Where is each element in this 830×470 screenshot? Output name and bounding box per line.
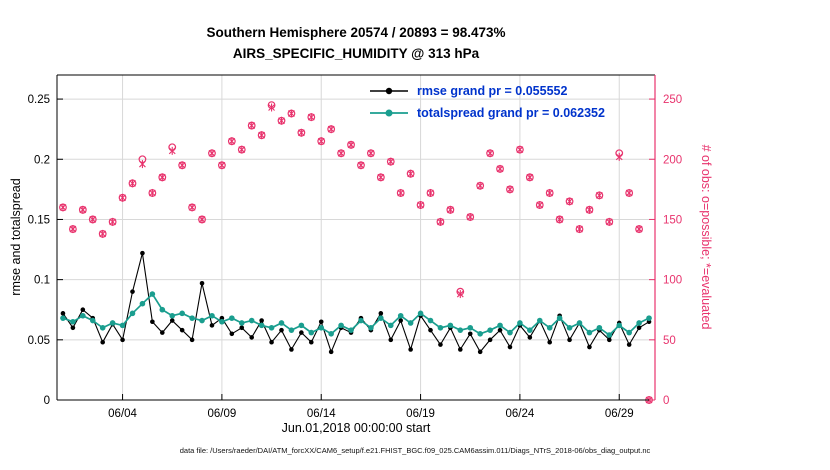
svg-text:0: 0 [44,395,50,407]
svg-text:0.15: 0.15 [28,214,50,226]
svg-text:0.05: 0.05 [28,335,50,347]
svg-text:06/04: 06/04 [108,408,137,420]
svg-text:50: 50 [663,335,676,347]
legend: rmse grand pr = 0.055552 totalspread gra… [368,80,605,124]
svg-text:250: 250 [663,94,682,106]
chart-title-line1: Southern Hemisphere 20574 / 20893 = 98.4… [206,25,506,40]
svg-text:0.25: 0.25 [28,94,50,106]
x-axis-label: Jun.01,2018 00:00:00 start [281,421,431,435]
svg-text:0.1: 0.1 [34,275,50,287]
legend-label-totalspread: totalspread grand pr = 0.062352 [417,106,605,120]
legend-item-rmse: rmse grand pr = 0.055552 [368,80,605,102]
chart-title: Southern Hemisphere 20574 / 20893 = 98.4… [57,22,655,64]
svg-text:0: 0 [663,395,669,407]
legend-label-rmse: rmse grand pr = 0.055552 [417,84,568,98]
svg-text:200: 200 [663,154,682,166]
data-file-footnote: data file: /Users/raeder/DAI/ATM_forcXX/… [179,446,651,455]
chart-title-line2: AIRS_SPECIFIC_HUMIDITY @ 313 hPa [232,46,480,61]
legend-swatch-totalspread-line-marker [370,109,408,117]
svg-text:150: 150 [663,214,682,226]
svg-text:100: 100 [663,275,682,287]
svg-text:06/14: 06/14 [307,408,336,420]
svg-text:06/09: 06/09 [208,408,237,420]
svg-text:06/29: 06/29 [605,408,634,420]
svg-text:0.2: 0.2 [34,154,50,166]
svg-text:06/19: 06/19 [406,408,435,420]
svg-text:06/24: 06/24 [506,408,535,420]
legend-item-totalspread: totalspread grand pr = 0.062352 [368,102,605,124]
legend-swatch-rmse-line-marker [370,87,408,95]
